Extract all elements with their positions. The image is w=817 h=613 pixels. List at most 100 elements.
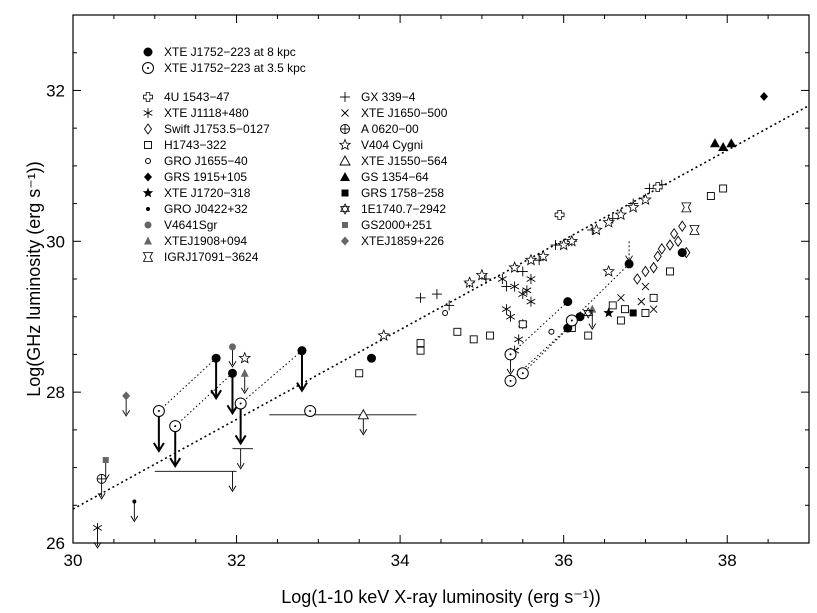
data-point (415, 292, 426, 303)
data-point (760, 91, 769, 101)
data-point (377, 329, 391, 341)
legend-marker (143, 123, 153, 135)
data-point (563, 297, 573, 307)
series-xte-j1550-564 (357, 408, 370, 420)
data-point (548, 328, 555, 335)
data-point (522, 285, 532, 296)
data-point (649, 293, 658, 302)
axis-ticks (72, 14, 810, 544)
data-point (583, 307, 594, 319)
data-point (431, 289, 442, 300)
upper-limit-arrowhead (130, 515, 139, 523)
data-point (211, 353, 221, 363)
legend-entry: GRS 1915+105 (144, 170, 247, 184)
series-gro-j0422-32 (132, 499, 137, 504)
data-point (626, 200, 640, 213)
data-point (486, 331, 495, 340)
data-point (603, 307, 614, 318)
upper-limit-arrowhead (226, 404, 239, 416)
data-point (501, 281, 512, 292)
tick-labels: 30 32 34 36 38 26 28 30 32 (46, 81, 737, 570)
series-1e1740-7-2942 (583, 307, 594, 319)
legend-marker (338, 138, 352, 151)
legend-label: 1E1740.7−2942 (361, 202, 446, 216)
data-point (463, 276, 476, 289)
y-axis-label: Log(GHz luminosity (erg s⁻¹)) (24, 161, 44, 397)
data-point (554, 209, 565, 220)
legend-marker (340, 92, 350, 102)
data-point (633, 273, 642, 285)
legend: XTE J1752−223 at 8 kpc XTE J1752−223 at 3… (142, 45, 448, 264)
data-point (617, 294, 625, 302)
data-point (228, 343, 236, 351)
legend-marker (144, 236, 152, 245)
legend-label: GRO J0422+32 (164, 202, 248, 216)
data-point (565, 234, 579, 247)
legend-marker (144, 221, 152, 229)
x-tick-label: 34 (391, 551, 410, 570)
upper-limit-arrowhead (122, 410, 131, 417)
data-point (565, 314, 578, 327)
upper-limit-arrowhead (228, 485, 237, 493)
data-point (706, 192, 715, 200)
legend-marker (143, 108, 153, 118)
data-point (240, 368, 249, 377)
data-point (590, 223, 603, 236)
data-point (550, 240, 561, 251)
upper-limit-arrowhead (588, 323, 597, 331)
data-point (518, 320, 527, 329)
data-point (169, 420, 182, 433)
legend-marker (144, 172, 152, 182)
data-point (504, 348, 517, 361)
legend-marker (341, 109, 349, 117)
data-point (122, 391, 131, 401)
legend-entry: GRS 1758−258 (341, 186, 444, 200)
legend-marker (143, 92, 153, 102)
legend-marker (143, 47, 153, 57)
data-point (357, 408, 370, 420)
series-gro-j1655-40 (442, 309, 555, 335)
series-v404-cygni (238, 193, 652, 364)
legend-entry: V404 Cygni (338, 138, 423, 152)
data-point (641, 308, 650, 317)
data-point (665, 239, 675, 251)
legend-label: A 0620−00 (361, 122, 419, 136)
data-point (96, 473, 107, 484)
legend-label: GRS 1915+105 (164, 170, 247, 184)
legend-entry: GRO J0422+32 (146, 202, 248, 216)
legend-marker (342, 222, 348, 228)
legend-entry: GX 339−4 (340, 90, 416, 104)
data-point (575, 312, 585, 322)
series-xte-j1650-500 (617, 282, 658, 313)
data-point (510, 281, 520, 292)
legend-entry: XTE J1752−223 at 3.5 kpc (142, 61, 306, 75)
legend-entry: H1743−322 (144, 138, 227, 152)
upper-limit-arrowhead (240, 387, 249, 395)
legend-entry: GRO J1655−40 (145, 154, 248, 168)
upper-limit-arrowhead (93, 542, 102, 549)
connector-line (158, 357, 217, 412)
legend-label: XTE J1720−318 (164, 186, 251, 200)
series-grs-1915-105 (760, 91, 769, 101)
upper-limit-arrowhead (228, 361, 237, 368)
legend-entry: V4641Sgr (144, 218, 217, 232)
data-point (501, 304, 511, 315)
legend-marker (341, 189, 349, 197)
legend-marker (339, 155, 351, 166)
x-tick-label: 36 (554, 551, 573, 570)
legend-marker (145, 158, 151, 164)
data-point (227, 368, 237, 378)
data-point (678, 220, 687, 232)
legend-entry: 4U 1543−47 (143, 90, 230, 104)
legend-entry: GS2000+251 (342, 218, 432, 232)
legend-label: XTEJ1908+094 (164, 234, 247, 248)
data-point (639, 193, 652, 206)
series-xte-j1720-318 (603, 307, 614, 318)
data-point (584, 331, 593, 340)
series-xte-j1752-223-at-8-kpc (211, 248, 687, 378)
legend-marker (340, 203, 350, 215)
connector-line (240, 350, 303, 404)
error-bars (154, 414, 417, 472)
x-tick-label: 30 (64, 551, 83, 570)
data-point (132, 499, 137, 504)
